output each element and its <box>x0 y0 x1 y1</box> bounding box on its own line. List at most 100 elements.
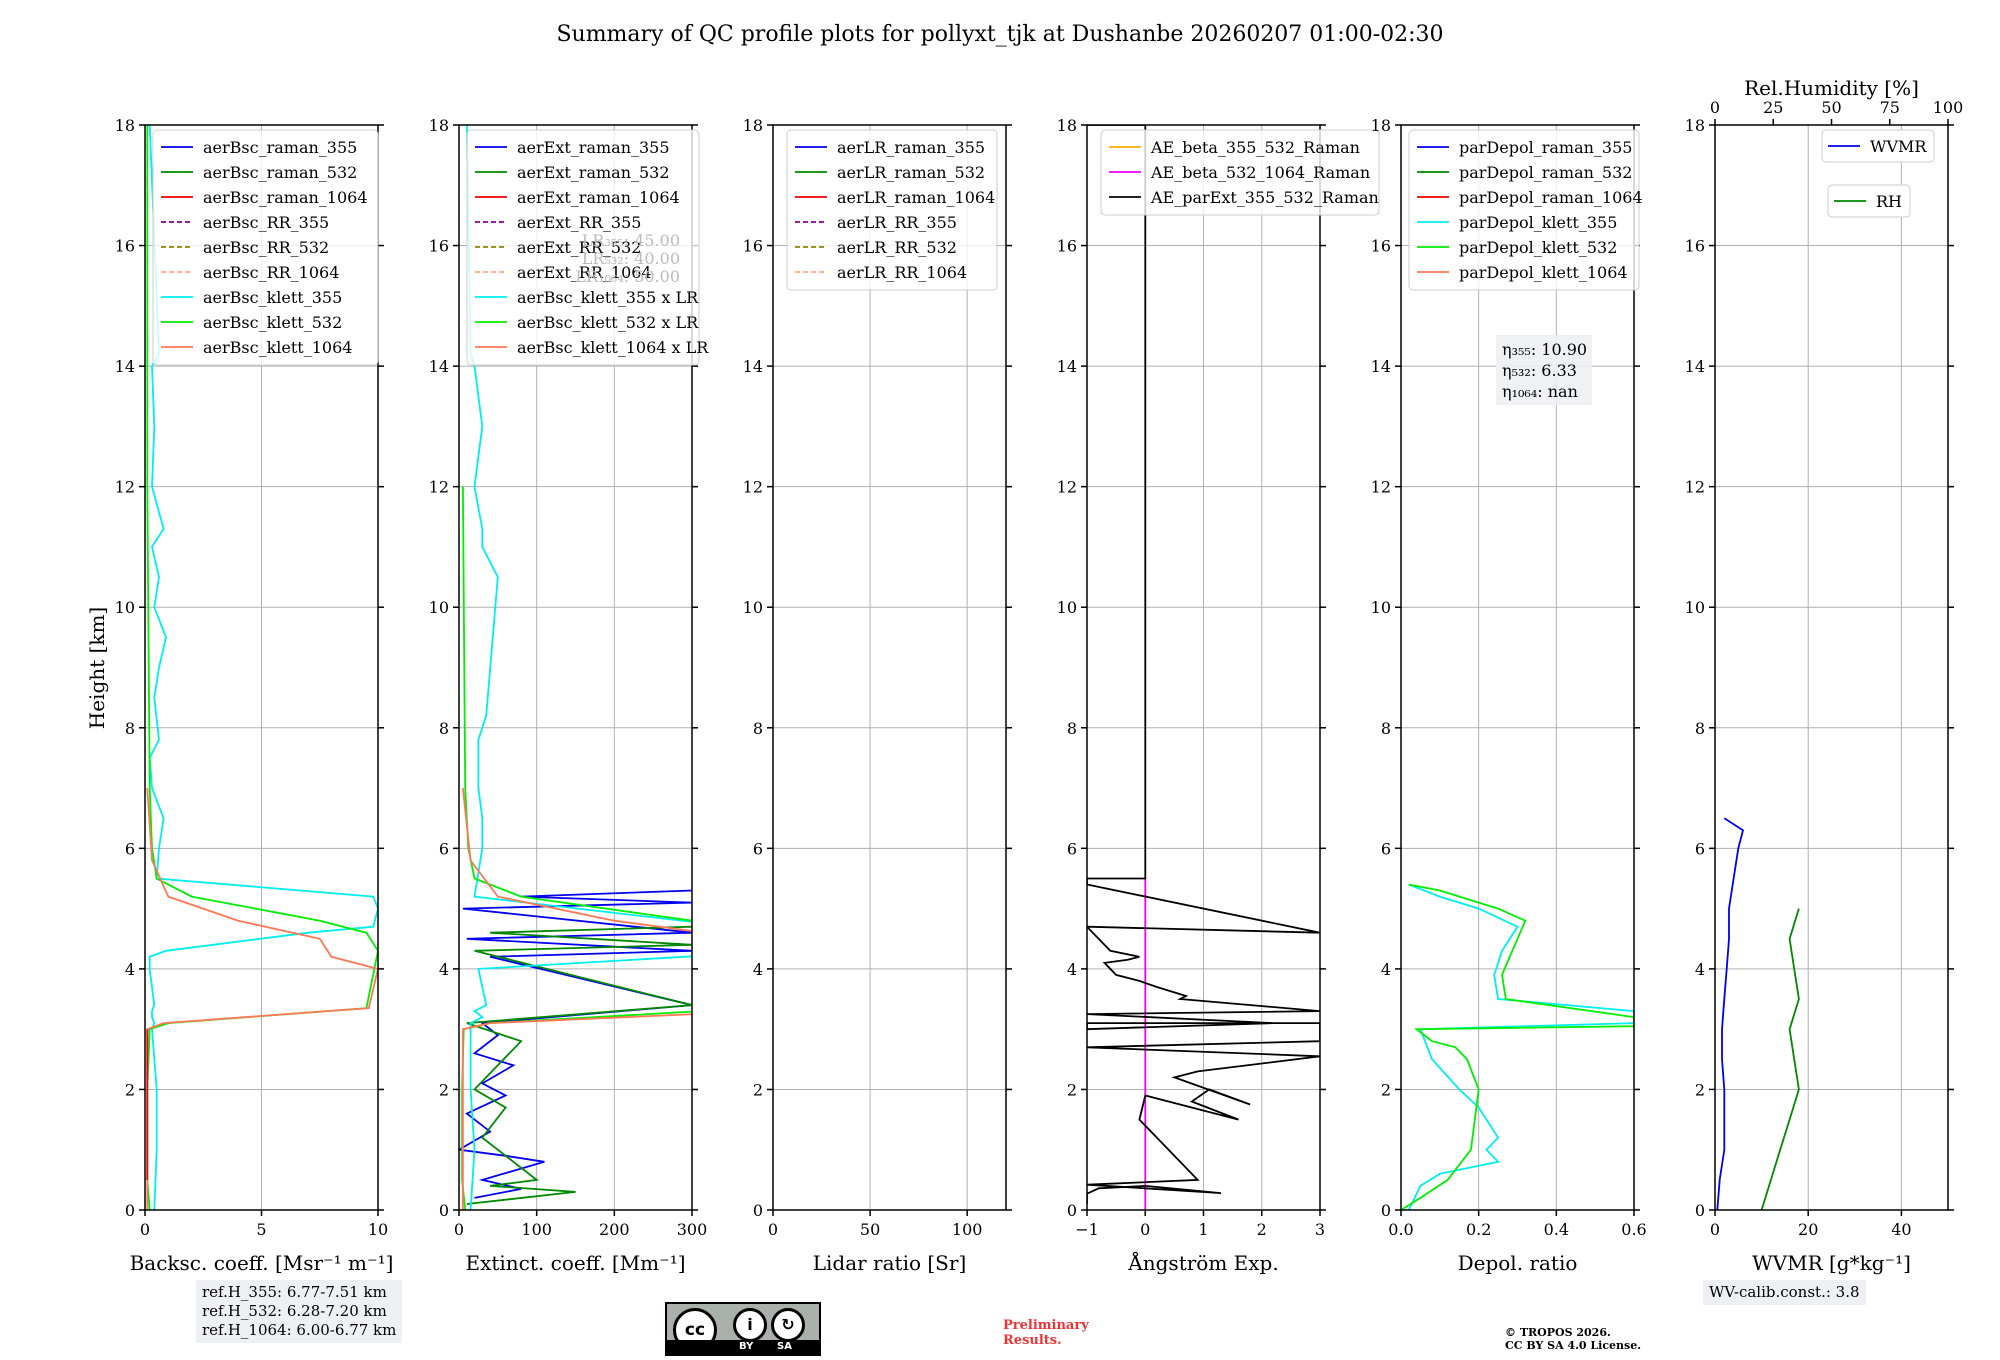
ref-height-355: ref.H_355: 6.77-7.51 km <box>202 1283 387 1301</box>
legend-label: aerBsc_raman_532 <box>203 163 357 182</box>
y-tick-label: 16 <box>1057 237 1077 256</box>
y-tick-label: 0 <box>439 1201 449 1220</box>
x-tick-label: 0.2 <box>1466 1220 1491 1239</box>
y-tick-label: 10 <box>743 598 763 617</box>
x-tick-label: −1 <box>1075 1220 1099 1239</box>
x-tick-label: 0 <box>140 1220 150 1239</box>
series-line-parDepol_klett_355 <box>1407 883 1634 1210</box>
legend-label: aerLR_RR_1064 <box>837 263 967 282</box>
panel-extinction: 0 2 4 6 8 10 12 14 16 18 0 100 200 300 Extinct. coeff.… <box>429 116 710 1275</box>
y-tick-label: 10 <box>1685 598 1705 617</box>
y-tick-label: 12 <box>1685 478 1705 497</box>
copyright-line-1: © TROPOS 2026. <box>1505 1326 1611 1339</box>
attribution-icon: i <box>733 1308 767 1342</box>
preliminary-line-1: Preliminary <box>1003 1318 1089 1333</box>
ref-height-1064: ref.H_1064: 6.00-6.77 km <box>202 1321 397 1339</box>
eta-box <box>1496 335 1592 405</box>
y-tick-label: 16 <box>115 237 135 256</box>
y-tick-label: 8 <box>753 719 763 738</box>
series-group <box>1401 883 1634 1210</box>
legend-box <box>786 129 998 291</box>
legend-label: aerLR_RR_532 <box>837 238 957 257</box>
y-tick-label: 6 <box>125 839 135 858</box>
top-x-tick-label: 0 <box>1710 98 1720 117</box>
legend-label: parDepol_raman_532 <box>1459 163 1632 182</box>
y-tick-label: 0 <box>125 1201 135 1220</box>
legend-label: aerBsc_raman_1064 <box>203 188 368 207</box>
legend-label: aerBsc_klett_532 <box>203 313 342 332</box>
top-x-tick-label: 100 <box>1933 98 1964 117</box>
y-tick-label: 4 <box>1381 960 1391 979</box>
y-tick-label: 10 <box>115 598 135 617</box>
y-tick-label: 10 <box>1057 598 1077 617</box>
y-tick-label: 6 <box>1381 839 1391 858</box>
x-axis-label: Depol. ratio <box>1458 1251 1578 1275</box>
legend-label: aerLR_raman_355 <box>837 138 985 157</box>
x-tick-label: 40 <box>1891 1220 1911 1239</box>
y-tick-label: 8 <box>439 719 449 738</box>
y-tick-label: 16 <box>1371 237 1391 256</box>
y-tick-label: 2 <box>439 1080 449 1099</box>
axes-frame <box>1086 124 1321 1211</box>
y-tick-label: 4 <box>753 960 763 979</box>
legend-label: aerLR_RR_355 <box>837 213 957 232</box>
y-tick-label: 18 <box>115 116 135 135</box>
lr-annotation: LR₁₀₆₄: 50.00 <box>575 267 680 286</box>
x-tick-label: 100 <box>521 1220 552 1239</box>
y-tick-label: 6 <box>1067 839 1077 858</box>
legend-label: aerBsc_klett_355 <box>203 288 342 307</box>
legend-label: aerBsc_RR_355 <box>203 213 329 232</box>
x-tick-label: 0 <box>1710 1220 1720 1239</box>
x-tick-label: 2 <box>1257 1220 1267 1239</box>
x-tick-label: 200 <box>599 1220 630 1239</box>
legend-label: AE_beta_532_1064_Raman <box>1150 163 1370 182</box>
y-tick-label: 18 <box>743 116 763 135</box>
license-by: BY <box>739 1341 754 1352</box>
legend-label: aerExt_raman_532 <box>517 163 670 182</box>
legend-label: aerBsc_RR_532 <box>203 238 329 257</box>
legend-label: parDepol_raman_355 <box>1459 138 1632 157</box>
x-tick-label: 50 <box>860 1220 880 1239</box>
y-tick-label: 8 <box>1695 719 1705 738</box>
panel-backscatter: 0 2 4 6 8 10 12 14 16 18 0 5 10 Backsc. coeff. [Msr⁻¹… <box>115 116 394 1275</box>
x-tick-label: 10 <box>368 1220 388 1239</box>
y-tick-label: 4 <box>125 960 135 979</box>
legend-label: aerLR_raman_1064 <box>837 188 995 207</box>
eta-annotation: η₃₅₅: 10.90 <box>1502 340 1587 359</box>
y-tick-label: 14 <box>1057 357 1077 376</box>
copyright-note: © TROPOS 2026. CC BY SA 4.0 License. <box>1505 1326 1641 1352</box>
y-tick-label: 10 <box>1371 598 1391 617</box>
y-tick-label: 6 <box>753 839 763 858</box>
cc-license-badge: cc i ↻ BY SA <box>665 1302 821 1356</box>
panel-depolarization: 0 2 4 6 8 10 12 14 16 18 0.0 0.2 0.4 0.6 Depol. ratio p… <box>1371 116 1647 1275</box>
y-tick-label: 0 <box>1381 1201 1391 1220</box>
legend-label: parDepol_klett_1064 <box>1459 263 1628 282</box>
legend-label: parDepol_klett_355 <box>1459 213 1617 232</box>
top-x-tick-label: 50 <box>1821 98 1841 117</box>
legend-label: aerBsc_raman_355 <box>203 138 357 157</box>
y-tick-label: 18 <box>1371 116 1391 135</box>
copyright-line-2: CC BY SA 4.0 License. <box>1505 1339 1642 1352</box>
legend-label: AE_beta_355_532_Raman <box>1150 138 1360 157</box>
y-tick-label: 18 <box>1057 116 1077 135</box>
license-sa: SA <box>777 1341 792 1352</box>
eta-annotation: η₅₃₂: 6.33 <box>1502 361 1577 380</box>
y-tick-label: 2 <box>753 1080 763 1099</box>
y-tick-label: 12 <box>743 478 763 497</box>
y-tick-label: 16 <box>743 237 763 256</box>
legend-box <box>1408 129 1640 291</box>
y-tick-label: 12 <box>429 478 449 497</box>
x-tick-label: 100 <box>952 1220 983 1239</box>
x-tick-label: 0 <box>1140 1220 1150 1239</box>
legend-label: aerExt_RR_532 <box>517 238 641 257</box>
series-line-parDepol_klett_532 <box>1401 883 1634 1210</box>
y-tick-label: 0 <box>1067 1201 1077 1220</box>
x-tick-label: 5 <box>256 1220 266 1239</box>
y-tick-label: 12 <box>1371 478 1391 497</box>
series-line-AE_parExt_355_532_Raman <box>1087 125 1320 1204</box>
x-tick-label: 20 <box>1798 1220 1818 1239</box>
legend-label: aerExt_raman_355 <box>517 138 670 157</box>
y-tick-label: 14 <box>1685 357 1705 376</box>
y-tick-label: 16 <box>1685 237 1705 256</box>
